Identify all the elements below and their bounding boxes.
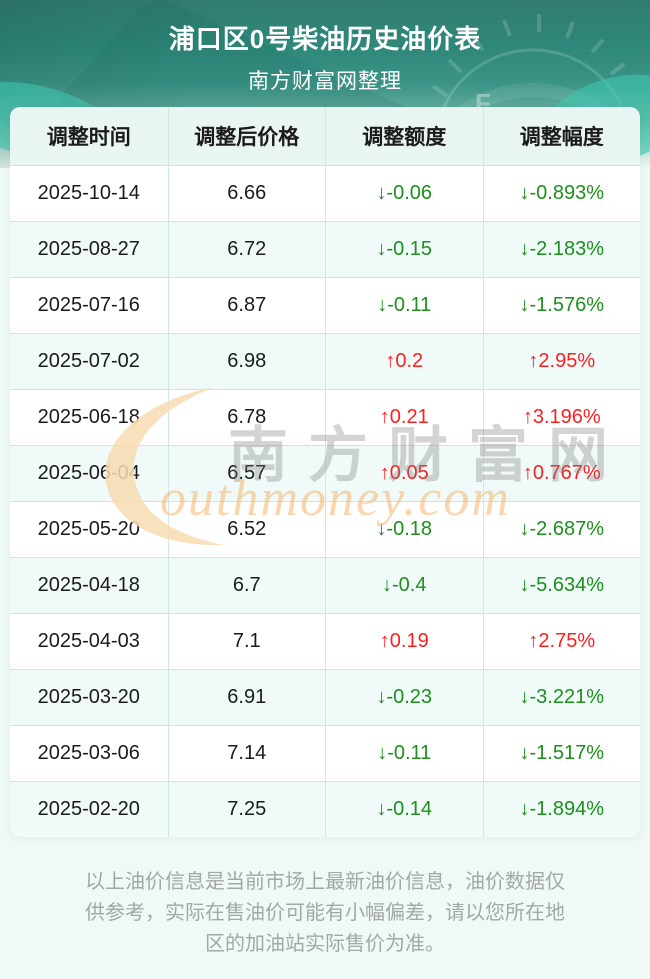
table-row: 2025-07-02 6.98 ↑0.2 ↑2.95%	[10, 333, 640, 389]
cell-change: ↓-0.15	[325, 221, 483, 277]
cell-date: 2025-06-04	[10, 445, 168, 501]
cell-change: ↓-0.11	[325, 725, 483, 781]
cell-change: ↑0.19	[325, 613, 483, 669]
cell-price: 6.87	[167, 277, 325, 333]
cell-change: ↓-0.14	[325, 781, 483, 837]
cell-price: 7.25	[167, 781, 325, 837]
price-table-card: 调整时间 调整后价格 调整额度 调整幅度 2025-10-14 6.66 ↓-0.06 ↓-…	[10, 107, 640, 837]
cell-price: 6.78	[167, 389, 325, 445]
cell-change: ↑0.2	[325, 333, 483, 389]
cell-percent: ↓-1.576%	[482, 277, 640, 333]
cell-change: ↓-0.11	[325, 277, 483, 333]
table-header-col-date: 调整时间	[46, 126, 131, 149]
cell-date: 2025-05-20	[10, 501, 168, 557]
cell-date: 2025-02-20	[10, 781, 168, 837]
table-row: 2025-08-27 6.72 ↓-0.15 ↓-2.183%	[10, 221, 640, 277]
cell-price: 6.72	[167, 221, 325, 277]
cell-date: 2025-06-18	[10, 389, 168, 445]
table-header-row: 调整时间 调整后价格 调整额度 调整幅度	[10, 107, 640, 165]
table-header-col-change: 调整额度	[325, 107, 483, 165]
cell-percent: ↓-2.183%	[482, 221, 640, 277]
cell-date: 2025-04-03	[10, 613, 168, 669]
table-header-col-price: 调整后价格	[167, 107, 326, 165]
page-subtitle: 南方财富网整理	[248, 70, 402, 93]
cell-change: ↑0.21	[325, 389, 483, 445]
cell-price: 6.7	[167, 557, 325, 613]
table-row: 2025-03-06 7.14 ↓-0.11 ↓-1.517%	[10, 725, 640, 781]
cell-price: 6.57	[167, 445, 325, 501]
svg-text:F: F	[475, 88, 491, 118]
cell-percent: ↓-5.634%	[482, 557, 640, 613]
cell-price: 7.14	[167, 725, 325, 781]
cell-date: 2025-08-27	[10, 221, 168, 277]
table-row: 2025-02-20 7.25 ↓-0.14 ↓-1.894%	[10, 781, 640, 837]
cell-change: ↓-0.18	[325, 501, 483, 557]
cell-price: 7.1	[167, 613, 325, 669]
table-row: 2025-10-14 6.66 ↓-0.06 ↓-0.893%	[10, 165, 640, 221]
cell-percent: ↓-3.221%	[482, 669, 640, 725]
cell-price: 6.98	[167, 333, 325, 389]
cell-price: 6.91	[167, 669, 325, 725]
table-header-col-percent: 调整幅度	[482, 107, 641, 165]
fuel-gauge-icon: F	[421, 14, 645, 150]
cell-date: 2025-07-16	[10, 277, 168, 333]
table-row: 2025-04-18 6.7 ↓-0.4 ↓-5.634%	[10, 557, 640, 613]
cell-change: ↑0.05	[325, 445, 483, 501]
table-row: 2025-06-18 6.78 ↑0.21 ↑3.196%	[10, 389, 640, 445]
cell-date: 2025-03-06	[10, 725, 168, 781]
cell-change: ↓-0.23	[325, 669, 483, 725]
table-row: 2025-04-03 7.1 ↑0.19 ↑2.75%	[10, 613, 640, 669]
table-row: 2025-05-20 6.52 ↓-0.18 ↓-2.687%	[10, 501, 640, 557]
table-row: 2025-07-16 6.87 ↓-0.11 ↓-1.576%	[10, 277, 640, 333]
price-history-table: 调整时间 调整后价格 调整额度 调整幅度 2025-10-14 6.66 ↓-0.06 ↓-…	[10, 107, 640, 837]
table-row: 2025-03-20 6.91 ↓-0.23 ↓-3.221%	[10, 669, 640, 725]
cell-percent: ↓-2.687%	[482, 501, 640, 557]
cell-price: 6.66	[167, 165, 325, 221]
cell-date: 2025-07-02	[10, 333, 168, 389]
cell-percent: ↓-1.894%	[482, 781, 640, 837]
cell-percent: ↓-0.893%	[482, 165, 640, 221]
cell-date: 2025-03-20	[10, 669, 168, 725]
cell-percent: ↑2.95%	[482, 333, 640, 389]
cell-change: ↓-0.4	[325, 557, 483, 613]
cell-percent: ↑0.767%	[482, 445, 640, 501]
disclaimer-text: 以上油价信息是当前市场上最新油价信息，油价数据仅供参考，实际在售油价可能有小幅偏…	[85, 871, 565, 955]
cell-percent: ↓-1.517%	[482, 725, 640, 781]
page-title: 浦口区0号柴油历史油价表	[168, 24, 482, 54]
cell-percent: ↑3.196%	[482, 389, 640, 445]
cell-date: 2025-04-18	[10, 557, 168, 613]
table-row: 2025-06-04 6.57 ↑0.05 ↑0.767%	[10, 445, 640, 501]
cell-price: 6.52	[167, 501, 325, 557]
cell-percent: ↑2.75%	[482, 613, 640, 669]
cell-change: ↓-0.06	[325, 165, 483, 221]
cell-date: 2025-10-14	[10, 165, 168, 221]
